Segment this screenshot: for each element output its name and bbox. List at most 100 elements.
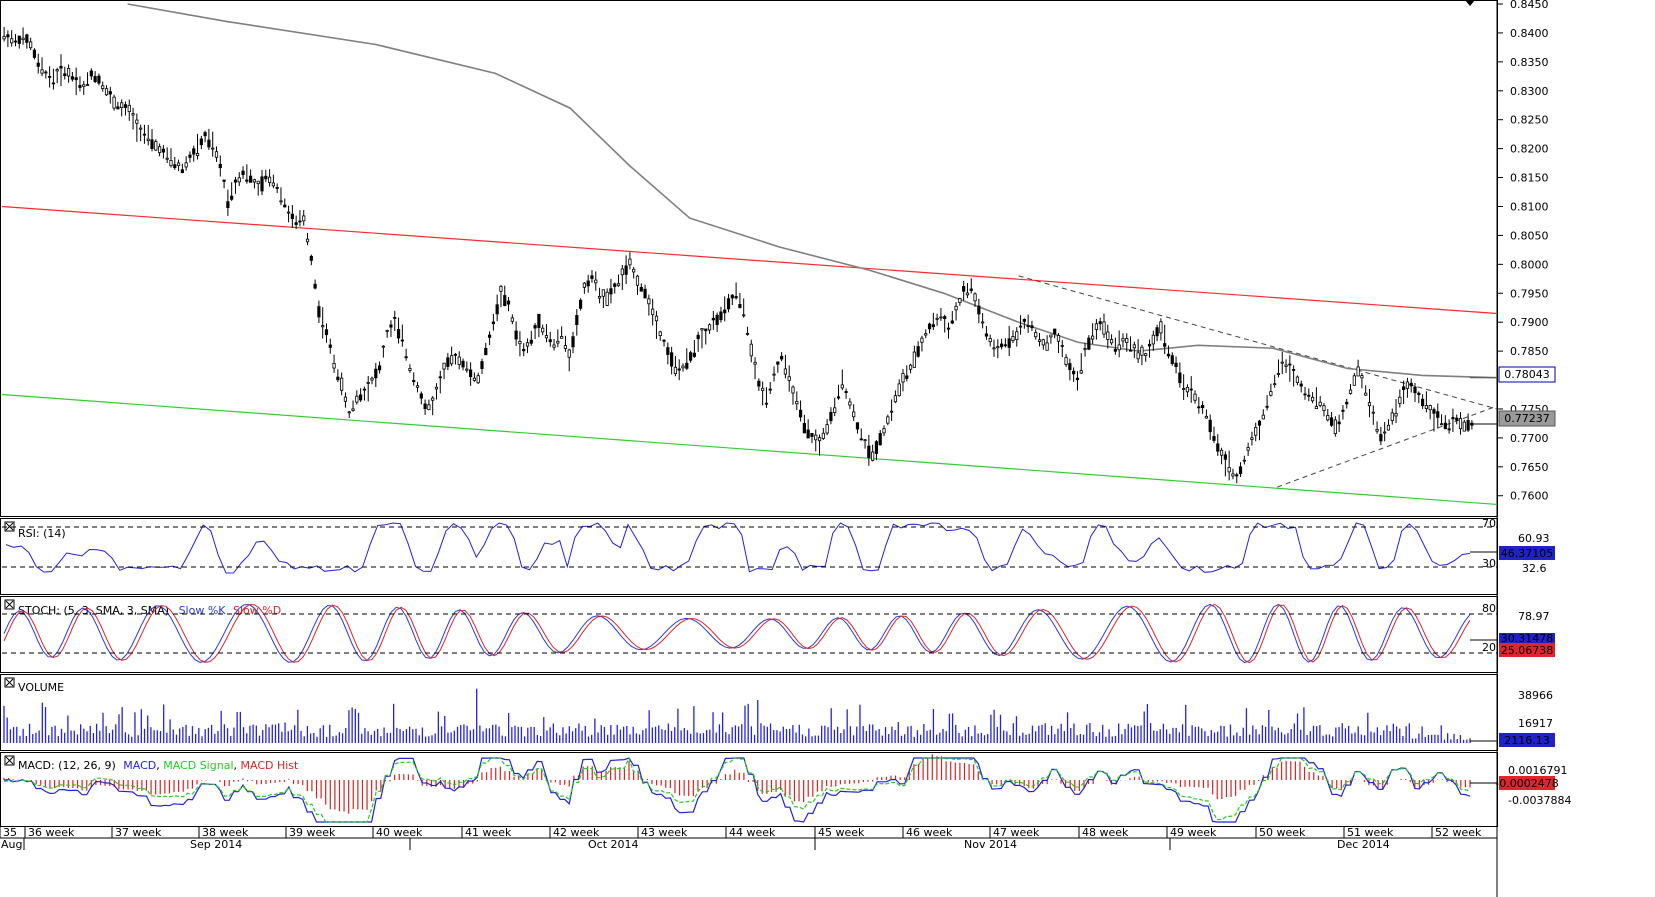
price-bar: [97, 73, 101, 86]
price-bar: [1246, 442, 1250, 456]
price-bar-body: [1250, 437, 1254, 440]
price-bar-body: [317, 306, 321, 318]
price-bar: [871, 444, 875, 462]
price-bar-body: [1276, 373, 1281, 375]
price-bar: [161, 145, 165, 159]
price-bar-body: [112, 96, 116, 109]
volume-bars: [3, 688, 1471, 743]
price-bar: [1083, 343, 1087, 357]
price-bar-body: [328, 344, 332, 348]
week-label: 45 week: [818, 826, 865, 839]
price-bar: [1288, 355, 1292, 382]
price-bar-body: [70, 76, 74, 80]
price-bar-body: [423, 403, 427, 409]
price-tick-label: 0.8300: [1510, 85, 1549, 98]
price-bar: [44, 70, 48, 79]
price-bar: [780, 352, 784, 362]
price-bar-body: [97, 75, 101, 84]
price-bar-body: [1348, 389, 1353, 394]
price-bar-body: [1462, 421, 1466, 432]
price-bar-body: [590, 275, 594, 279]
price-bar: [1026, 314, 1030, 333]
price-bar-body: [924, 333, 928, 336]
price-bar-body: [556, 340, 560, 344]
price-bar-body: [302, 215, 306, 222]
price-bar: [795, 391, 799, 411]
week-label: 41 week: [465, 826, 512, 839]
price-bar: [999, 338, 1004, 350]
price-bar: [878, 429, 882, 446]
price-bar: [63, 66, 67, 80]
price-bar: [977, 298, 981, 324]
price-bar: [924, 329, 928, 339]
price-bar-body: [355, 395, 359, 403]
price-bar-body: [1295, 376, 1300, 383]
price-bar: [396, 317, 401, 344]
price-bar-body: [1121, 338, 1125, 342]
price-bar: [1060, 340, 1064, 358]
price-bar: [647, 294, 651, 316]
price-bar: [1470, 420, 1474, 430]
price-bar-body: [1037, 339, 1042, 342]
price-bar-body: [867, 445, 871, 459]
price-bar-body: [419, 393, 423, 399]
price-bar: [616, 274, 621, 287]
price-bar: [381, 345, 385, 358]
price-bar: [525, 338, 530, 353]
price-bar: [366, 376, 370, 402]
price-bar-body: [1303, 393, 1307, 396]
price-bar-body: [499, 286, 503, 292]
price-bar-body: [605, 291, 609, 306]
price-bar: [351, 400, 355, 412]
price-bar-body: [252, 179, 257, 183]
price-bar: [484, 342, 488, 356]
price-bar: [199, 135, 203, 150]
price-bar: [1102, 313, 1106, 339]
price-bar: [620, 264, 624, 291]
price-bar: [1125, 333, 1129, 352]
price-bar: [821, 427, 825, 440]
price-bar-body: [886, 416, 890, 424]
price-bar-body: [1011, 336, 1015, 342]
price-bar: [1265, 395, 1269, 411]
price-bar-body: [1227, 466, 1231, 473]
price-bar: [59, 54, 63, 87]
price-tick-label: 0.7850: [1510, 345, 1549, 358]
price-bar-body: [541, 327, 545, 333]
price-bar-body: [1208, 419, 1212, 433]
price-bar-body: [1113, 349, 1117, 352]
price-bar-body: [431, 397, 435, 401]
week-label: 44 week: [729, 826, 776, 839]
price-bar: [791, 385, 795, 405]
price-bar: [1212, 426, 1216, 443]
price-bar: [670, 346, 674, 375]
price-bar-body: [639, 286, 643, 292]
price-bar-body: [999, 343, 1004, 348]
price-tick-label: 0.8100: [1510, 200, 1549, 213]
price-bar: [1405, 377, 1410, 398]
price-bar-body: [666, 347, 670, 355]
rsi-right-32: 32.6: [1522, 562, 1547, 575]
price-bar: [336, 369, 340, 383]
price-bar: [685, 348, 689, 370]
price-bar-body: [446, 357, 450, 367]
price-bar: [639, 283, 643, 292]
price-bar-body: [1185, 387, 1190, 393]
price-bar: [127, 99, 131, 121]
price-bar-body: [1379, 434, 1383, 442]
price-bar-body: [1398, 396, 1402, 404]
price-bar: [362, 386, 367, 401]
price-bar-body: [1436, 411, 1440, 418]
price-bar-body: [1125, 338, 1129, 343]
price-bar-body: [2, 36, 6, 40]
price-bar-body: [286, 211, 291, 214]
rsi-right-60: 60.93: [1518, 532, 1550, 545]
price-bar-body: [1371, 411, 1375, 414]
price-bar: [738, 293, 742, 309]
price-bar-body: [996, 346, 1000, 349]
price-bar: [218, 155, 222, 177]
price-bar-body: [211, 147, 215, 150]
price-bar: [1128, 336, 1133, 352]
price-bar-body: [1307, 394, 1311, 397]
price-bar-body: [840, 384, 844, 389]
